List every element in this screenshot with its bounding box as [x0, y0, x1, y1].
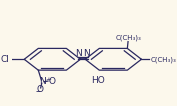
Text: –: –: [35, 87, 40, 97]
Text: HO: HO: [91, 76, 105, 85]
Text: N: N: [83, 49, 90, 58]
Text: +: +: [45, 77, 51, 83]
Text: Cl: Cl: [1, 55, 10, 64]
Text: N: N: [76, 49, 82, 58]
Text: N: N: [39, 77, 46, 86]
Text: C(CH₃)₃: C(CH₃)₃: [150, 56, 176, 63]
Text: C(CH₃)₃: C(CH₃)₃: [115, 34, 141, 41]
Text: O: O: [36, 85, 44, 94]
Text: O: O: [49, 77, 56, 86]
